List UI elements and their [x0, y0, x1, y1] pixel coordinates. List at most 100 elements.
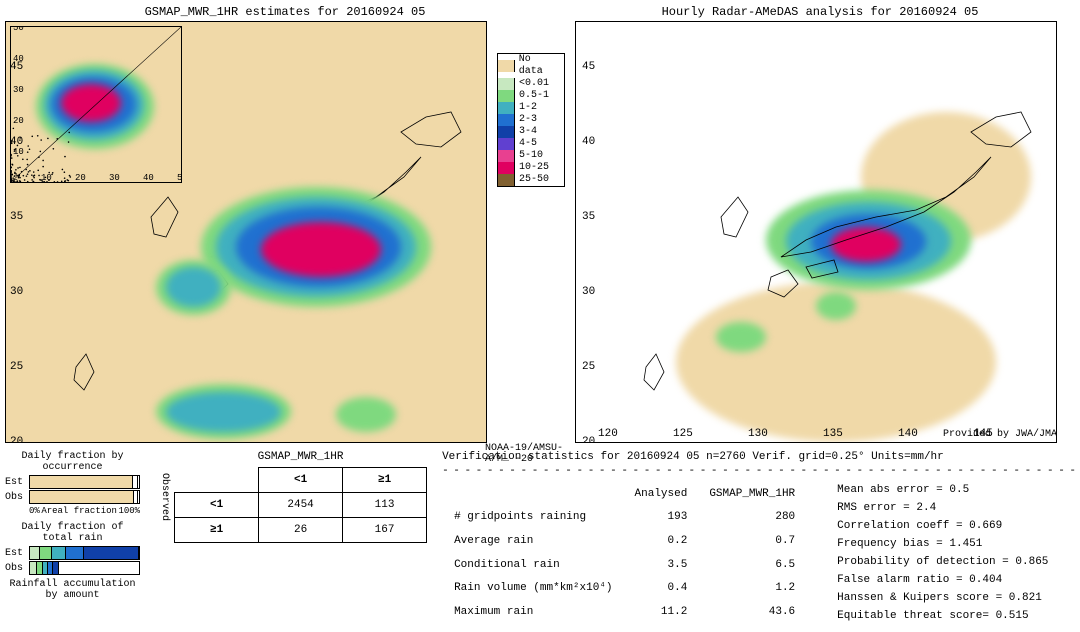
verif-cell: 193	[625, 506, 698, 528]
inset-plot: 0102030405001020304050ANAL	[11, 27, 181, 182]
ytick: 20	[582, 436, 595, 443]
verification-stats: Verification statistics for 20160924 05 …	[442, 451, 1075, 625]
hbar-segment	[133, 476, 138, 488]
verif-cell: Rain volume (mm*km²x10⁴)	[444, 577, 622, 599]
xtick: 125	[673, 428, 693, 440]
verif-cell: 1.2	[699, 577, 805, 599]
ytick: 35	[10, 211, 23, 223]
hbar-segment	[37, 562, 44, 574]
ytick: 40	[582, 136, 595, 148]
legend-label: 5-10	[515, 150, 547, 162]
inset-scatter: GSMAP_MWR_1HR 0102030405001020304050ANAL	[10, 26, 182, 183]
hbar-track	[29, 546, 140, 560]
verif-cell: 6.5	[699, 554, 805, 576]
verif-row: # gridpoints raining193280	[444, 506, 805, 528]
verif-cell: 11.2	[625, 601, 698, 623]
precip-blob	[336, 397, 396, 432]
metric-line: False alarm ratio = 0.404	[837, 571, 1048, 589]
verif-cell: 0.2	[625, 530, 698, 552]
contingency-block: Observed GSMAP_MWR_1HR <1 ≥1 <1 2454 113…	[155, 451, 427, 543]
xtick: 130	[748, 428, 768, 440]
ytick: 45	[10, 61, 23, 73]
verif-dash: - - - - - - - - - - - - - - - - - - - - …	[442, 465, 1075, 477]
hbar-label: Est	[5, 548, 29, 559]
ytick: 20	[10, 436, 23, 443]
legend-row: 1-2	[498, 102, 564, 114]
verif-cell: Maximum rain	[444, 601, 622, 623]
legend-label: <0.01	[515, 78, 553, 90]
contingency-side-label: Observed	[155, 473, 174, 521]
xtick: 135	[823, 428, 843, 440]
bar-total-title: Daily fraction of total rain	[5, 522, 140, 544]
contingency-table: <1 ≥1 <1 2454 113 ≥1 26 167	[174, 467, 427, 543]
legend-label: 3-4	[515, 126, 541, 138]
contingency-title: GSMAP_MWR_1HR	[174, 451, 427, 463]
ytick: 45	[582, 61, 595, 73]
ytick: 30	[582, 286, 595, 298]
legend-swatch	[498, 90, 515, 102]
legend-row: 25-50	[498, 174, 564, 186]
xtick: 120	[598, 428, 618, 440]
verif-cell: 280	[699, 506, 805, 528]
hbar-segment	[30, 547, 40, 559]
verif-row: Conditional rain3.56.5	[444, 554, 805, 576]
hbar-label: Obs	[5, 563, 29, 574]
verif-cell: Conditional rain	[444, 554, 622, 576]
metric-line: Correlation coeff = 0.669	[837, 517, 1048, 535]
inset-title: GSMAP_MWR_1HR	[11, 21, 89, 24]
legend-label: 2-3	[515, 114, 541, 126]
map-row: GSMAP_MWR_1HR estimates for 20160924 05 …	[5, 5, 1075, 443]
svg-text:50: 50	[13, 27, 24, 33]
verif-row: Maximum rain11.243.6	[444, 601, 805, 623]
ytick: 25	[10, 361, 23, 373]
bar-charts: Daily fraction by occurrence Est Obs 0% A…	[5, 451, 140, 603]
hbar-segment	[30, 562, 37, 574]
left-map-panel: GSMAP_MWR_1HR estimates for 20160924 05 …	[5, 5, 565, 443]
legend-row: 5-10	[498, 150, 564, 162]
left-map: GSMAP_MWR_1HR 0102030405001020304050ANAL…	[5, 21, 487, 443]
legend-row: No data	[498, 54, 564, 78]
ytick: 30	[10, 286, 23, 298]
xtick: 140	[898, 428, 918, 440]
verif-cell: Average rain	[444, 530, 622, 552]
hbar-track	[29, 561, 140, 575]
verif-metrics: Mean abs error = 0.5RMS error = 2.4Corre…	[837, 481, 1048, 625]
bottom-row: Daily fraction by occurrence Est Obs 0% A…	[5, 451, 1075, 625]
legend-swatch	[498, 126, 515, 138]
hbar-row: Obs	[5, 490, 140, 504]
legend-row: 2-3	[498, 114, 564, 126]
legend-label: 1-2	[515, 102, 541, 114]
legend-row: <0.01	[498, 78, 564, 90]
ct-10: 26	[259, 518, 343, 543]
legend-label: 10-25	[515, 162, 553, 174]
hbar-segment	[66, 547, 84, 559]
bar-occ-tick0: 0%	[29, 506, 40, 516]
right-credit: Provided by JWA/JMA	[943, 429, 1057, 440]
metric-line: RMS error = 2.4	[837, 499, 1048, 517]
svg-text:20: 20	[75, 173, 86, 182]
ct-col0: <1	[259, 468, 343, 493]
precip-blob	[166, 392, 281, 432]
ct-row0: <1	[175, 493, 259, 518]
bar-occ-title: Daily fraction by occurrence	[5, 451, 140, 473]
left-map-title: GSMAP_MWR_1HR estimates for 20160924 05	[5, 5, 565, 19]
hbar-segment	[52, 547, 67, 559]
verif-cell: 43.6	[699, 601, 805, 623]
legend-swatch	[498, 102, 515, 114]
legend-row: 4-5	[498, 138, 564, 150]
ct-col1: ≥1	[343, 468, 427, 493]
vt-h1: Analysed	[625, 483, 698, 504]
verif-row: Average rain0.20.7	[444, 530, 805, 552]
hbar-segment	[30, 491, 134, 503]
legend-swatch	[498, 78, 515, 90]
hbar-segment	[40, 547, 51, 559]
verif-table: Analysed GSMAP_MWR_1HR # gridpoints rain…	[442, 481, 807, 625]
hbar-track	[29, 475, 140, 489]
legend-swatch	[498, 60, 515, 72]
legend-row: 10-25	[498, 162, 564, 174]
bar-occ-axislabel: Areal fraction	[41, 506, 117, 516]
legend-swatch	[498, 114, 515, 126]
verif-cell: 0.7	[699, 530, 805, 552]
hbar-segment	[30, 476, 133, 488]
colorbar-legend: No data<0.010.5-11-22-33-44-55-1010-2525…	[497, 53, 565, 187]
